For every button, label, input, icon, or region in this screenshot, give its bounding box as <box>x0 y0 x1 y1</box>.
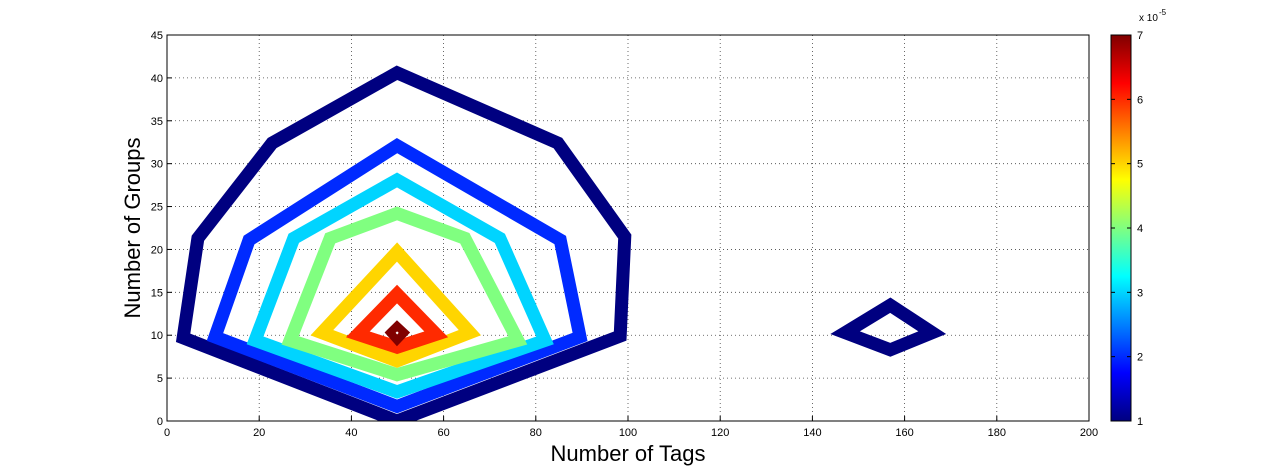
contours <box>175 65 947 421</box>
y-tick-label: 40 <box>151 73 163 85</box>
x-tick-label: 160 <box>895 427 913 439</box>
x-tick-label: 140 <box>803 427 821 439</box>
contour-line <box>384 320 411 347</box>
colorbar-tick-label: 1 <box>1137 416 1143 428</box>
y-tick-label: 0 <box>157 416 163 428</box>
y-tick-label: 25 <box>151 202 163 214</box>
contour-line <box>175 65 632 421</box>
colorbar-tick-label: 6 <box>1137 94 1143 106</box>
colorbar-tick-label: 2 <box>1137 352 1143 364</box>
x-tick-label: 200 <box>1080 427 1098 439</box>
contour-line <box>246 172 554 399</box>
colorbar-tick-label: 4 <box>1137 223 1143 235</box>
colorbar-multiplier: x 10 <box>1139 13 1158 24</box>
y-tick-label: 5 <box>157 373 163 385</box>
y-tick-label: 35 <box>151 116 163 128</box>
x-tick-label: 20 <box>253 427 265 439</box>
x-tick-label: 0 <box>164 427 170 439</box>
y-tick-label: 15 <box>151 287 163 299</box>
colorbar-exponent: -5 <box>1159 8 1167 17</box>
x-tick-label: 60 <box>437 427 449 439</box>
colorbar-tick-label: 3 <box>1137 287 1143 299</box>
contour-line <box>310 242 482 368</box>
contour-line <box>281 206 528 382</box>
y-tick-label: 30 <box>151 159 163 171</box>
colorbar-tick-label: 5 <box>1137 159 1143 171</box>
colorbar-tick-label: 7 <box>1137 30 1143 42</box>
y-axis-label: Number of Groups <box>120 138 145 319</box>
y-tick-label: 10 <box>151 330 163 342</box>
contour-line <box>830 297 947 357</box>
x-tick-label: 80 <box>530 427 542 439</box>
contour-line <box>345 284 449 355</box>
x-tick-label: 40 <box>345 427 357 439</box>
contour-line <box>206 138 588 414</box>
x-tick-label: 180 <box>988 427 1006 439</box>
x-axis-label: Number of Tags <box>551 441 706 466</box>
y-tick-label: 45 <box>151 30 163 42</box>
y-tick-label: 20 <box>151 244 163 256</box>
x-tick-label: 120 <box>711 427 729 439</box>
x-tick-label: 100 <box>619 427 637 439</box>
